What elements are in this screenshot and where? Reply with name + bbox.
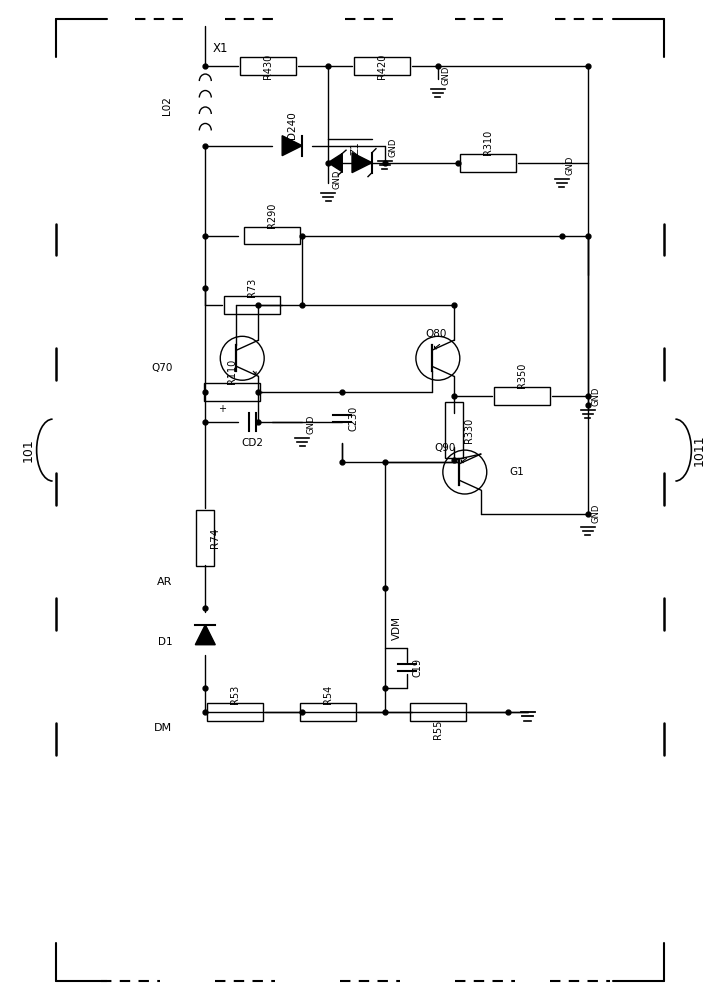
- Text: D1: D1: [158, 637, 172, 647]
- Text: R430: R430: [264, 54, 273, 79]
- Text: R53: R53: [230, 684, 240, 704]
- Text: GND: GND: [332, 169, 341, 189]
- Bar: [494, 387, 550, 405]
- Text: GND: GND: [592, 387, 600, 406]
- Polygon shape: [282, 136, 302, 156]
- Text: 1011: 1011: [693, 434, 706, 466]
- Text: C230: C230: [348, 406, 358, 431]
- Text: R55: R55: [433, 720, 443, 739]
- Bar: [208, 703, 264, 721]
- Text: CD2: CD2: [241, 438, 264, 448]
- Text: R54: R54: [323, 684, 333, 704]
- Text: Z1: Z1: [350, 141, 360, 155]
- Text: Q90: Q90: [435, 443, 456, 453]
- Text: Q70: Q70: [151, 363, 172, 373]
- Text: G1: G1: [510, 467, 524, 477]
- Bar: [410, 703, 466, 721]
- Bar: [196, 510, 214, 566]
- Text: R110: R110: [227, 359, 237, 384]
- Bar: [460, 154, 515, 172]
- Text: +: +: [219, 404, 227, 414]
- Text: R73: R73: [248, 278, 257, 297]
- Text: R420: R420: [377, 54, 387, 79]
- Text: DM: DM: [154, 723, 172, 733]
- Text: VDM: VDM: [392, 616, 402, 640]
- Text: GND: GND: [592, 504, 600, 523]
- Text: GND: GND: [389, 137, 398, 157]
- Polygon shape: [195, 625, 216, 645]
- Text: R310: R310: [483, 129, 493, 155]
- Text: Q80: Q80: [425, 329, 446, 339]
- Text: R290: R290: [267, 202, 277, 228]
- Bar: [204, 383, 260, 401]
- Text: R350: R350: [517, 363, 526, 388]
- Text: C19: C19: [413, 658, 423, 677]
- Polygon shape: [352, 153, 372, 173]
- Text: GND: GND: [566, 155, 574, 175]
- Bar: [445, 402, 462, 458]
- Bar: [244, 227, 300, 244]
- Text: R74: R74: [211, 528, 220, 548]
- Text: D240: D240: [287, 111, 297, 139]
- Bar: [224, 296, 280, 314]
- Bar: [240, 57, 296, 75]
- Bar: [300, 703, 356, 721]
- Text: GND: GND: [442, 65, 451, 85]
- Text: X1: X1: [212, 42, 228, 55]
- Bar: [354, 57, 410, 75]
- Text: GND: GND: [306, 415, 315, 434]
- Text: AR: AR: [157, 577, 172, 587]
- Text: R330: R330: [464, 418, 474, 443]
- Polygon shape: [328, 154, 342, 172]
- Text: 101: 101: [22, 438, 35, 462]
- Text: L02: L02: [163, 96, 172, 115]
